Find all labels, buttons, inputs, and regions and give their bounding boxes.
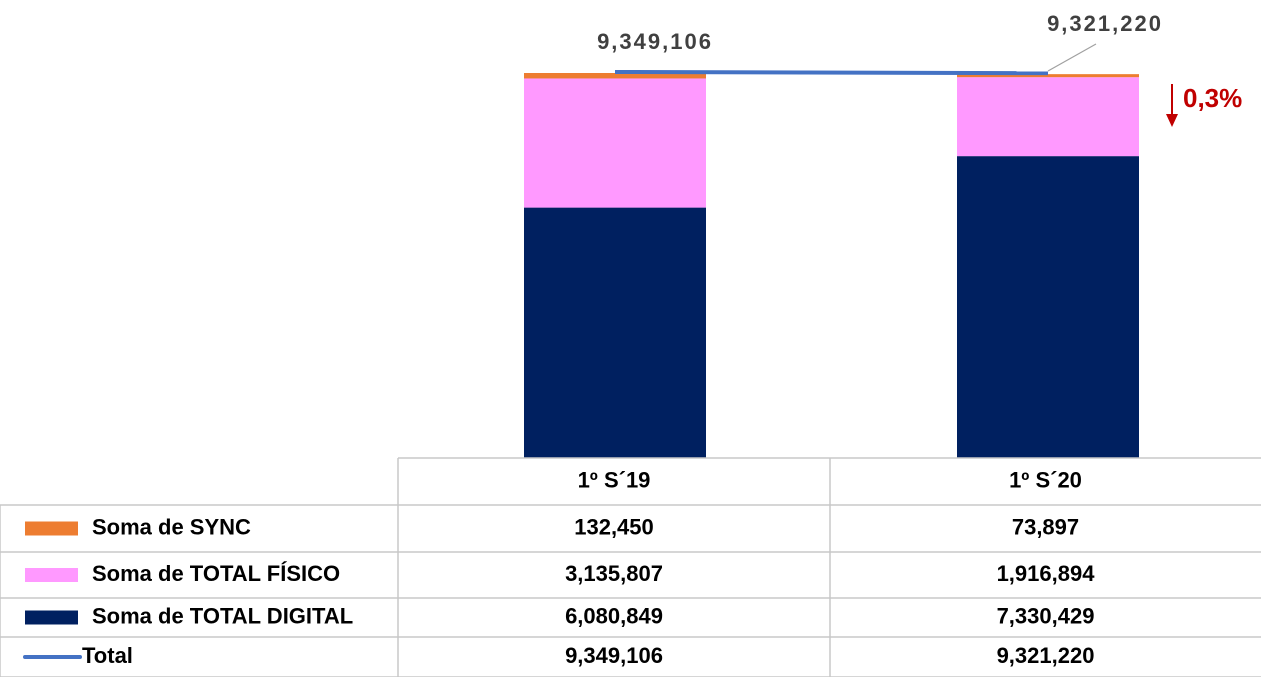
bar-segment <box>524 78 706 208</box>
total-label: 9,349,106 <box>597 29 713 54</box>
total-label: 9,321,220 <box>1047 11 1163 36</box>
table-value: 132,450 <box>574 514 654 539</box>
change-label: 0,3% <box>1183 83 1242 113</box>
table-value: 6,080,849 <box>565 603 663 628</box>
column-header: 1º S´19 <box>578 467 651 492</box>
table-value: 9,321,220 <box>997 643 1095 668</box>
legend-swatch <box>25 521 78 536</box>
bar-segment <box>957 156 1139 458</box>
table-value: 9,349,106 <box>565 643 663 668</box>
table-value: 7,330,429 <box>997 603 1095 628</box>
legend-swatch <box>25 610 78 625</box>
arrow-head <box>1166 114 1178 127</box>
table-value: 1,916,894 <box>997 561 1096 586</box>
bar-segment <box>524 73 706 79</box>
bar-segment <box>957 74 1139 78</box>
legend-label: Total <box>82 643 133 668</box>
column-header: 1º S´20 <box>1009 467 1082 492</box>
table-value: 3,135,807 <box>565 561 663 586</box>
legend-swatch <box>25 568 78 582</box>
total-line <box>614 70 1049 76</box>
legend-label: Soma de TOTAL DIGITAL <box>92 603 353 628</box>
table-value: 73,897 <box>1012 514 1079 539</box>
bar-segment <box>524 207 706 458</box>
leader-line <box>1047 43 1097 72</box>
bar-segment <box>957 77 1139 157</box>
legend-label: Soma de SYNC <box>92 514 251 539</box>
legend-label: Soma de TOTAL FÍSICO <box>92 561 340 586</box>
